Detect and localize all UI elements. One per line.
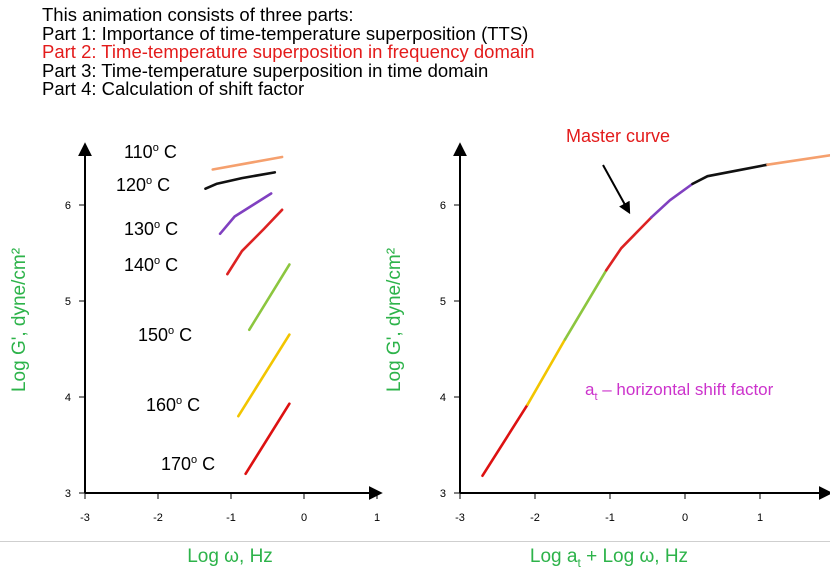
x-axis-title: Log at + Log ω, Hz xyxy=(530,546,688,570)
y-tick-label: 6 xyxy=(440,200,446,212)
chart-panel-2: 3 4 5 6 -3 -2 -1 0 1 Log G', dyne/cm² xyxy=(384,142,830,524)
series-line-7 xyxy=(766,153,830,166)
x-axis-title: Log ω, Hz xyxy=(187,546,273,567)
temperature-label-160: 160o C xyxy=(146,395,200,415)
intro-part-4: Part 4: Calculation of shift factor xyxy=(42,78,305,99)
separator-line xyxy=(0,541,830,542)
series-line-7 xyxy=(244,402,291,476)
x-tick-label: -1 xyxy=(605,512,615,524)
temperature-label-120: 120o C xyxy=(116,175,170,195)
intro-heading: This animation consists of three parts: xyxy=(42,4,354,25)
y-tick-label: 4 xyxy=(65,392,71,404)
intro-part-2: Part 2: Time-temperature superposition i… xyxy=(42,41,535,62)
x-tick-label: 0 xyxy=(301,512,307,524)
x-tick-label: -1 xyxy=(226,512,236,524)
master-curve-label: Master curve xyxy=(566,126,670,146)
master-curve-arrow xyxy=(602,164,631,215)
x-tick-label: -3 xyxy=(455,512,465,524)
series-line-5 xyxy=(649,182,694,219)
chart-panel-1: 3 4 5 6 -3 -2 -1 0 1 Log G', dyne/cm² xyxy=(9,142,383,524)
y-tick-label: 3 xyxy=(65,488,71,500)
temperature-label-110: 110o C xyxy=(124,142,177,162)
y-tick-label: 4 xyxy=(440,392,446,404)
series-line-6 xyxy=(237,333,291,418)
x-tick-label: -2 xyxy=(153,512,163,524)
series-line-3 xyxy=(563,268,608,341)
intro-text-block: This animation consists of three parts: … xyxy=(42,4,535,99)
temperature-label-150: 150o C xyxy=(138,325,192,345)
intro-part-1: Part 1: Importance of time-temperature s… xyxy=(42,22,529,44)
y-tick-label: 3 xyxy=(440,488,446,500)
y-tick-label: 6 xyxy=(65,200,71,212)
x-tick-label: 1 xyxy=(374,512,380,524)
series-line-2 xyxy=(204,171,277,190)
x-tick-label: -2 xyxy=(530,512,540,524)
y-axis-title: Log G', dyne/cm² xyxy=(384,248,405,392)
x-tick-label: 0 xyxy=(682,512,688,524)
temperature-label-170: 170o C xyxy=(161,454,215,474)
intro-part-3: Part 3: Time-temperature superposition i… xyxy=(42,59,489,81)
y-tick-label: 5 xyxy=(65,296,71,308)
series-line-5 xyxy=(247,263,291,332)
y-tick-label: 5 xyxy=(440,296,446,308)
series-line-1 xyxy=(481,403,529,478)
temperature-label-140: 140o C xyxy=(124,255,178,275)
series-line-2 xyxy=(526,338,567,406)
series-line-1 xyxy=(211,155,284,171)
series-line-3 xyxy=(218,192,273,236)
x-tick-label: -3 xyxy=(80,512,90,524)
y-axis-title: Log G', dyne/cm² xyxy=(9,248,30,392)
series-line-4 xyxy=(226,208,284,276)
shift-factor-label: at – horizontal shift factor xyxy=(585,380,774,403)
series-line-4 xyxy=(604,216,653,272)
temperature-label-130: 130o C xyxy=(124,219,178,239)
x-tick-label: 1 xyxy=(757,512,763,524)
series-line-6 xyxy=(691,163,769,186)
